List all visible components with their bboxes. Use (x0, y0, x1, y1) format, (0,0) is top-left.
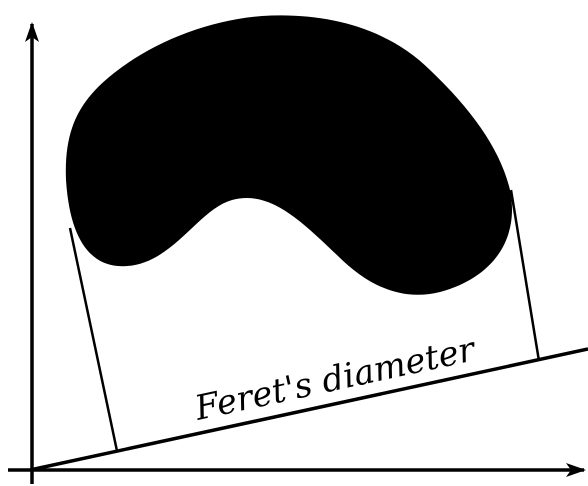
right-projection-line (509, 189, 541, 362)
measurement-line (29, 347, 588, 472)
measured-object-shape (65, 15, 513, 295)
left-projection-line (68, 227, 119, 452)
feret-diameter-label: Feret's diameter (190, 329, 480, 429)
